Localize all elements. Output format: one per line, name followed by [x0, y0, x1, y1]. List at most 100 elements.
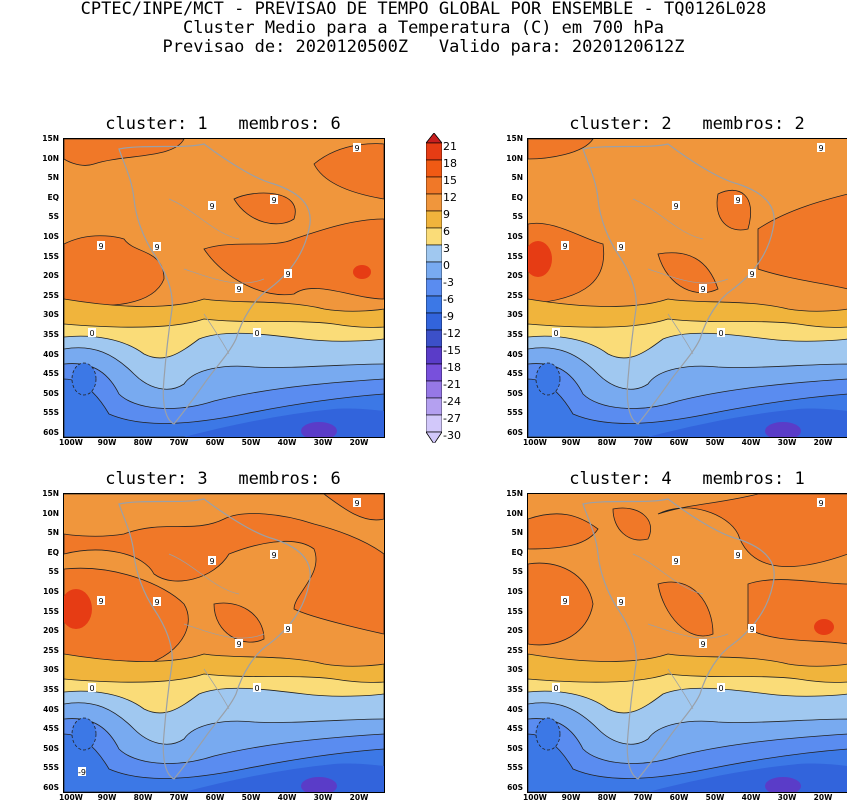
colorbar-top-arrow	[425, 132, 443, 144]
svg-text:9: 9	[673, 202, 678, 211]
lon-label: 50W	[705, 793, 725, 802]
lat-label: 5N	[47, 528, 60, 538]
colorbar-swatch	[425, 261, 443, 280]
lat-label: 55S	[507, 408, 523, 418]
coastline-south-america	[582, 143, 775, 425]
svg-text:9: 9	[818, 144, 823, 153]
lon-label: 20W	[813, 793, 833, 802]
lat-label: 5N	[511, 528, 524, 538]
lat-label: 20S	[43, 271, 59, 281]
lat-label: 5S	[48, 212, 59, 222]
band-9-12	[203, 218, 384, 300]
contour-label: 0	[88, 328, 96, 338]
colorbar-swatch	[425, 346, 443, 365]
lat-label: 40S	[507, 704, 523, 714]
lat-label: 55S	[43, 408, 59, 418]
contour-label: 9	[153, 242, 161, 252]
contour-label: 9	[672, 201, 680, 211]
lat-label: 55S	[507, 763, 523, 773]
contour-label: 9	[561, 596, 569, 606]
lon-label: 50W	[705, 438, 725, 447]
lat-label: 35S	[507, 685, 523, 695]
lat-label: EQ	[511, 547, 524, 557]
lat-label: 25S	[507, 645, 523, 655]
lon-label: 70W	[169, 438, 189, 447]
svg-text:-9: -9	[78, 768, 86, 777]
lat-label: EQ	[47, 547, 60, 557]
svg-text:9: 9	[354, 144, 359, 153]
lon-label: 30W	[777, 438, 797, 447]
colorbar-label: -27	[443, 412, 461, 425]
lat-label: 25S	[43, 290, 59, 300]
header-line-1: CPTEC/INPE/MCT - PREVISAO DE TEMPO GLOBA…	[80, 0, 767, 19]
band-minus18-minus15	[301, 422, 337, 437]
lat-label: 30S	[43, 665, 59, 675]
lon-label: 100W	[523, 438, 547, 447]
lat-label: 35S	[507, 330, 523, 340]
lat-label: 30S	[507, 310, 523, 320]
header-line-2: Cluster Medio para a Temperatura (C) em …	[182, 18, 665, 38]
svg-text:9: 9	[618, 243, 623, 252]
panel-title-2: cluster: 2 membros: 2	[569, 114, 805, 134]
lat-label: 60S	[507, 428, 523, 438]
colorbar-swatch	[425, 397, 443, 416]
contour-label: 0	[253, 683, 261, 693]
contour-label: 9	[748, 624, 756, 634]
band-minus12-minus9	[71, 362, 97, 396]
band-12-15	[64, 589, 92, 629]
lon-label: 70W	[633, 793, 653, 802]
colorbar	[425, 132, 443, 447]
band-minus18-minus15	[765, 777, 801, 792]
lat-label: 10N	[506, 508, 523, 518]
lat-label: 40S	[43, 349, 59, 359]
lat-label: EQ	[47, 192, 60, 202]
colorbar-swatch	[425, 278, 443, 297]
contour-label: 9	[153, 597, 161, 607]
svg-text:9: 9	[154, 243, 159, 252]
lat-label: 15N	[506, 489, 523, 498]
band-9-12	[64, 139, 185, 166]
colorbar-label: 9	[443, 208, 450, 221]
lon-label: 40W	[741, 438, 761, 447]
lat-label: 50S	[507, 743, 523, 753]
svg-text:9: 9	[236, 285, 241, 294]
contour-label: 9	[235, 284, 243, 294]
svg-text:0: 0	[89, 329, 94, 338]
band-9-12	[528, 513, 599, 550]
contour-label: 9	[208, 556, 216, 566]
lat-label: 15S	[507, 251, 523, 261]
colorbar-label: -3	[443, 276, 454, 289]
contour-label: 9	[748, 269, 756, 279]
lat-label: 15S	[43, 251, 59, 261]
lon-label: 60W	[669, 793, 689, 802]
contour-label: 9	[617, 597, 625, 607]
lon-label: 30W	[313, 438, 333, 447]
lat-label: 20S	[43, 626, 59, 636]
lat-label: 40S	[43, 704, 59, 714]
lon-label: 50W	[241, 793, 261, 802]
lon-label: 90W	[561, 438, 581, 447]
contour-label: 9	[353, 498, 361, 508]
panel-title-4: cluster: 4 membros: 1	[569, 469, 805, 489]
lat-label: 15N	[506, 134, 523, 143]
band-12-15	[353, 265, 371, 279]
contour-label: 9	[270, 550, 278, 560]
svg-text:9: 9	[285, 270, 290, 279]
coastline-south-america	[118, 143, 311, 425]
lat-label: 45S	[43, 724, 59, 734]
lat-label: 10S	[507, 232, 523, 242]
colorbar-label: -9	[443, 310, 454, 323]
lon-label: 30W	[313, 793, 333, 802]
colorbar-swatch	[425, 329, 443, 348]
lon-label: 90W	[97, 793, 117, 802]
map-panel-2: 9 9 9 9 9 9 9 0 0	[527, 138, 847, 438]
lon-label: 20W	[349, 793, 369, 802]
map-panel-3: 9 9 9 9 9 9 9 0 0 -9	[63, 493, 385, 793]
svg-text:9: 9	[236, 640, 241, 649]
svg-text:9: 9	[354, 499, 359, 508]
country-borders	[168, 553, 265, 710]
colorbar-label: 15	[443, 174, 457, 187]
svg-text:0: 0	[718, 329, 723, 338]
svg-text:9: 9	[749, 270, 754, 279]
lon-label: 90W	[561, 793, 581, 802]
